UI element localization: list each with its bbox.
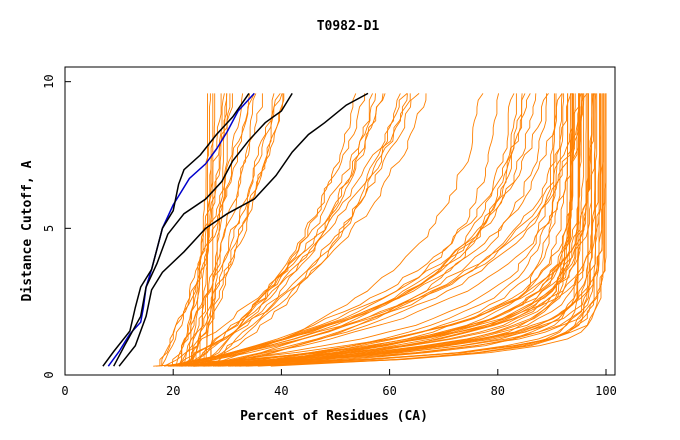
highlight-curve bbox=[113, 93, 293, 367]
model-curve bbox=[237, 93, 594, 367]
model-curve bbox=[163, 93, 408, 367]
model-curve bbox=[176, 93, 523, 367]
model-curve bbox=[171, 93, 283, 367]
model-curve bbox=[227, 93, 563, 367]
model-curve bbox=[222, 93, 583, 367]
model-curve bbox=[204, 93, 594, 367]
chart-title: T0982-D1 bbox=[317, 19, 380, 34]
model-curve bbox=[204, 93, 408, 367]
model-curve bbox=[178, 93, 231, 367]
x-tick-label: 0 bbox=[61, 384, 68, 398]
model-curve bbox=[179, 93, 386, 367]
model-curve bbox=[168, 93, 601, 367]
model-curve bbox=[194, 93, 606, 367]
model-curve bbox=[234, 93, 589, 367]
model-curve bbox=[185, 93, 275, 367]
x-axis-ticks: 0 20 40 60 80 100 bbox=[61, 369, 617, 398]
model-curve bbox=[179, 93, 585, 367]
x-tick-label: 20 bbox=[166, 384, 180, 398]
model-curve bbox=[257, 93, 593, 367]
model-curve bbox=[168, 93, 604, 367]
y-tick-label: 5 bbox=[42, 225, 56, 232]
model-curve bbox=[185, 93, 549, 367]
x-tick-label: 60 bbox=[382, 384, 396, 398]
model-curves bbox=[153, 93, 607, 367]
model-curve bbox=[228, 93, 600, 367]
x-tick-label: 40 bbox=[274, 384, 288, 398]
model-curve bbox=[204, 93, 357, 367]
model-curve bbox=[239, 93, 589, 367]
model-curve bbox=[218, 93, 555, 367]
model-curve bbox=[188, 93, 281, 367]
model-curve bbox=[181, 93, 588, 367]
model-curve bbox=[206, 93, 374, 367]
model-curve bbox=[210, 93, 401, 367]
model-curve bbox=[182, 93, 557, 367]
highlight-curves bbox=[102, 92, 369, 367]
model-curve bbox=[204, 93, 579, 367]
model-curve bbox=[184, 93, 531, 367]
model-curve bbox=[170, 93, 500, 367]
plot-frame bbox=[64, 66, 616, 376]
model-curve bbox=[159, 93, 251, 367]
model-curve bbox=[245, 93, 580, 367]
model-curve bbox=[190, 93, 537, 367]
model-curve bbox=[161, 93, 244, 367]
model-curve bbox=[164, 93, 572, 367]
highlight-curve bbox=[107, 92, 255, 367]
model-curve bbox=[178, 93, 411, 367]
y-tick-label: 0 bbox=[42, 371, 56, 378]
model-curve bbox=[182, 93, 284, 367]
model-curve bbox=[169, 93, 571, 367]
highlight-curve bbox=[118, 92, 369, 367]
model-curve bbox=[205, 93, 515, 367]
model-curve bbox=[175, 93, 427, 367]
y-tick-label: 10 bbox=[42, 74, 56, 88]
model-curve bbox=[187, 93, 596, 367]
model-curve bbox=[161, 93, 255, 367]
y-axis-ticks: 0 5 10 bbox=[42, 74, 71, 379]
x-axis-label: Percent of Residues (CA) bbox=[240, 409, 428, 424]
model-curve bbox=[153, 93, 602, 367]
highlight-curve bbox=[102, 92, 250, 367]
x-tick-label: 100 bbox=[595, 384, 617, 398]
x-tick-label: 80 bbox=[491, 384, 505, 398]
model-curve bbox=[195, 93, 598, 367]
model-curve bbox=[207, 93, 484, 367]
model-curve bbox=[230, 93, 565, 367]
model-curve bbox=[193, 93, 573, 367]
model-curve bbox=[215, 93, 607, 367]
model-curve bbox=[246, 93, 604, 367]
y-axis-label: Distance Cutoff, A bbox=[20, 160, 35, 301]
model-curve bbox=[202, 93, 580, 367]
